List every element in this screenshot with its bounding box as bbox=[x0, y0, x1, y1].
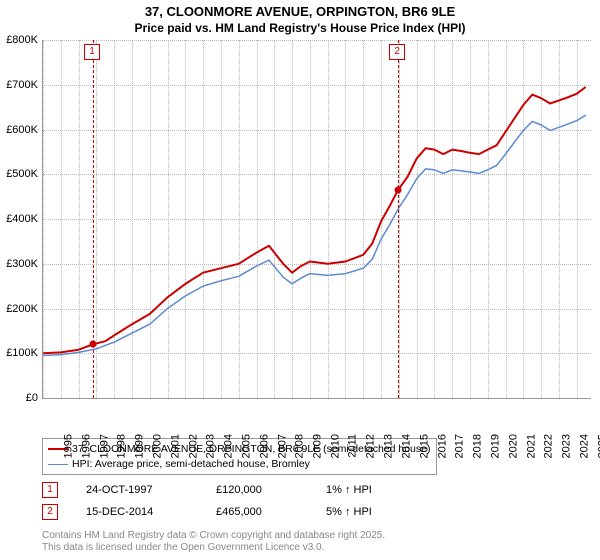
chart-title-line2: Price paid vs. HM Land Registry's House … bbox=[0, 21, 600, 37]
info-row-price: £465,000 bbox=[216, 506, 316, 518]
x-tick-label: 2021 bbox=[525, 434, 537, 458]
x-tick-label: 2017 bbox=[454, 434, 466, 458]
x-tick-label: 2011 bbox=[346, 434, 358, 458]
info-row-date: 15-DEC-2014 bbox=[86, 506, 206, 518]
legend-row: HPI: Average price, semi-detached house,… bbox=[48, 457, 431, 472]
info-row-marker: 2 bbox=[42, 504, 58, 520]
series-price bbox=[43, 87, 586, 353]
legend-swatch bbox=[48, 464, 68, 465]
plot-area bbox=[42, 40, 591, 399]
series-svg bbox=[43, 40, 591, 398]
x-tick-label: 2002 bbox=[187, 434, 199, 458]
y-tick-label: £600K bbox=[0, 124, 38, 136]
x-tick-label: 2023 bbox=[561, 434, 573, 458]
x-tick-label: 2020 bbox=[507, 434, 519, 458]
series-hpi bbox=[43, 115, 586, 355]
x-tick-label: 1996 bbox=[80, 434, 92, 458]
x-tick-label: 2025 bbox=[596, 434, 600, 458]
y-tick-label: £800K bbox=[0, 34, 38, 46]
chart-title-line1: 37, CLOONMORE AVENUE, ORPINGTON, BR6 9LE bbox=[0, 0, 600, 21]
sale-marker-line bbox=[398, 40, 399, 398]
info-row: 2 15-DEC-2014 £465,000 5% ↑ HPI bbox=[42, 504, 372, 520]
sale-marker-box: 1 bbox=[84, 44, 100, 60]
x-tick-label: 1997 bbox=[98, 434, 110, 458]
info-row-pct: 1% ↑ HPI bbox=[326, 484, 372, 496]
x-tick-label: 2006 bbox=[258, 434, 270, 458]
chart-container: 37, CLOONMORE AVENUE, ORPINGTON, BR6 9LE… bbox=[0, 0, 600, 560]
x-tick-label: 2013 bbox=[383, 434, 395, 458]
x-tick-label: 2016 bbox=[436, 434, 448, 458]
x-tick-label: 1998 bbox=[116, 434, 128, 458]
info-row-date: 24-OCT-1997 bbox=[86, 484, 206, 496]
info-row-price: £120,000 bbox=[216, 484, 316, 496]
y-tick-label: £0 bbox=[0, 392, 38, 404]
x-tick-label: 2019 bbox=[489, 434, 501, 458]
x-tick-label: 2008 bbox=[294, 434, 306, 458]
y-tick-label: £500K bbox=[0, 168, 38, 180]
x-tick-label: 2003 bbox=[205, 434, 217, 458]
x-tick-label: 2007 bbox=[276, 434, 288, 458]
info-row-pct: 5% ↑ HPI bbox=[326, 506, 372, 518]
x-tick-label: 2018 bbox=[472, 434, 484, 458]
x-tick-label: 2024 bbox=[578, 434, 590, 458]
y-tick-label: £100K bbox=[0, 347, 38, 359]
footer-attribution: Contains HM Land Registry data © Crown c… bbox=[42, 530, 385, 554]
x-tick-label: 2004 bbox=[223, 434, 235, 458]
x-tick-label: 2022 bbox=[543, 434, 555, 458]
y-tick-label: £200K bbox=[0, 303, 38, 315]
y-tick-label: £300K bbox=[0, 258, 38, 270]
info-row: 1 24-OCT-1997 £120,000 1% ↑ HPI bbox=[42, 482, 372, 498]
x-tick-label: 2015 bbox=[418, 434, 430, 458]
sale-dot bbox=[395, 186, 402, 193]
x-tick-label: 2005 bbox=[240, 434, 252, 458]
info-row-marker: 1 bbox=[42, 482, 58, 498]
sale-marker-box: 2 bbox=[389, 44, 405, 60]
x-tick-label: 2010 bbox=[329, 434, 341, 458]
x-tick-label: 2000 bbox=[151, 434, 163, 458]
footer-line2: This data is licensed under the Open Gov… bbox=[42, 542, 385, 554]
x-tick-label: 2001 bbox=[169, 434, 181, 458]
y-tick-label: £700K bbox=[0, 79, 38, 91]
y-tick-label: £400K bbox=[0, 213, 38, 225]
x-tick-label: 2014 bbox=[401, 434, 413, 458]
footer-line1: Contains HM Land Registry data © Crown c… bbox=[42, 530, 385, 542]
legend-label: HPI: Average price, semi-detached house,… bbox=[72, 457, 310, 472]
x-tick-label: 2012 bbox=[365, 434, 377, 458]
sale-dot bbox=[89, 341, 96, 348]
x-tick-label: 2009 bbox=[312, 434, 324, 458]
x-tick-label: 1995 bbox=[62, 434, 74, 458]
x-tick-label: 1999 bbox=[134, 434, 146, 458]
